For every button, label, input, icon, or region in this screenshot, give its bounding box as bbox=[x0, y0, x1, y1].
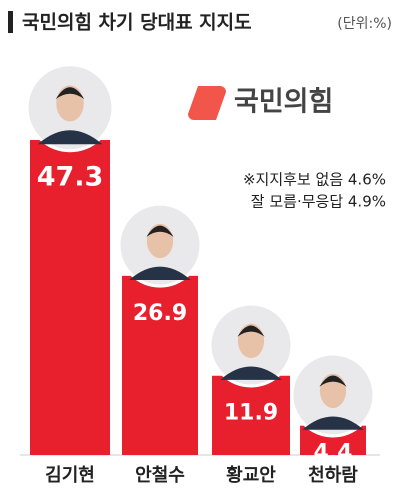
portrait-hair bbox=[55, 87, 85, 100]
logo-text: 국민의힘 bbox=[234, 87, 333, 118]
unit-label: (단위:%) bbox=[337, 16, 392, 32]
value-label: 26.9 bbox=[133, 301, 187, 326]
title-marker bbox=[8, 11, 13, 33]
portrait-hair bbox=[237, 325, 265, 337]
bar bbox=[122, 275, 198, 455]
bar bbox=[212, 375, 290, 455]
chart-title: 국민의힘 차기 당대표 지지도 bbox=[22, 12, 252, 34]
x-tick-label: 황교안 bbox=[226, 465, 276, 486]
note: 잘 모름·무응답 4.9% bbox=[251, 193, 386, 211]
logo-shape bbox=[188, 86, 226, 120]
portrait-hair bbox=[319, 375, 347, 387]
value-label: 47.3 bbox=[37, 161, 104, 192]
portrait-body bbox=[220, 366, 282, 380]
value-label: 4.4 bbox=[314, 441, 353, 466]
note: ※지지후보 없음 4.6% bbox=[243, 171, 386, 189]
value-label: 11.9 bbox=[224, 401, 278, 426]
portrait-body bbox=[129, 266, 191, 280]
x-tick-label: 김기현 bbox=[45, 465, 95, 486]
x-tick-label: 안철수 bbox=[135, 465, 185, 486]
x-tick-label: 천하람 bbox=[308, 465, 358, 486]
portrait-hair bbox=[146, 225, 174, 237]
bar bbox=[30, 139, 110, 455]
portrait-body bbox=[37, 130, 103, 145]
portrait-body bbox=[302, 416, 364, 430]
